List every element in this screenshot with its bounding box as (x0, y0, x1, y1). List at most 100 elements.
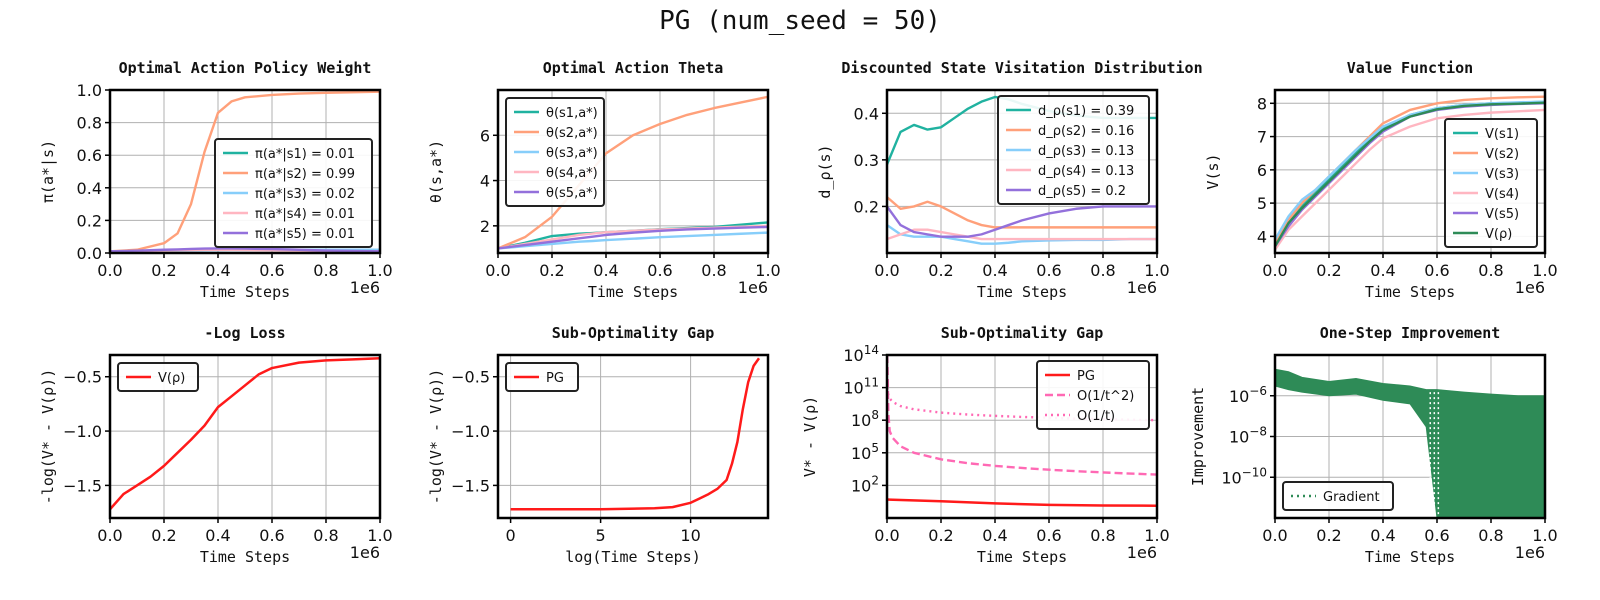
x-tick-label: 0.4 (1370, 261, 1395, 280)
legend-label: V(s3) (1485, 167, 1519, 182)
y-tick-label: −1.0 (451, 422, 490, 441)
plot-lines (110, 90, 380, 253)
plot-lines (1275, 95, 1545, 251)
y-tick-label: 7 (1257, 128, 1267, 147)
x-tick-label: 0.4 (205, 261, 230, 280)
y-tick-label: −1.5 (63, 476, 102, 495)
x-tick-label: 0.6 (259, 261, 284, 280)
x-tick-label: 0.8 (1090, 526, 1115, 545)
y-tick-label: 0.3 (854, 151, 879, 170)
legend-label: V(s4) (1485, 187, 1519, 202)
chart-title: Sub-Optimality Gap (941, 324, 1104, 342)
legend-box (997, 95, 1150, 205)
x-axis-label: Time Steps (200, 283, 290, 301)
y-axis-label: Improvement (1189, 387, 1207, 486)
chart-panel-7: 0.0 0.2 0.4 0.6 0.8 1.0 102 105 108 1011 1014 Sub-O… (801, 324, 1170, 566)
legend-label: V(ρ) (1485, 227, 1512, 242)
x-tick-label: 0.0 (1262, 526, 1287, 545)
legend-label: π(a*|s5) = 0.01 (255, 227, 355, 242)
x-tick-label: 0.2 (539, 261, 564, 280)
legend: V(ρ) (117, 362, 199, 392)
y-tick-label: 4 (1257, 227, 1267, 246)
series-envelope-1 (1275, 368, 1545, 518)
x-tick-label: 1.0 (1532, 526, 1557, 545)
legend-label: d_ρ(s2) = 0.16 (1038, 124, 1134, 139)
x-tick-label: 0.8 (1478, 526, 1503, 545)
y-tick-label: 1.0 (77, 81, 102, 100)
legend: d_ρ(s1) = 0.39 d_ρ(s2) = 0.16 d_ρ(s3) = 0.… (997, 95, 1150, 205)
x-tick-label: 0.4 (205, 526, 230, 545)
chart-panel-2: 0.0 0.2 0.4 0.6 0.8 1.0 2 4 6 Optimal Action Thet… (427, 59, 781, 301)
chart-title: -Log Loss (204, 324, 285, 342)
legend-label: π(a*|s2) = 0.99 (255, 167, 355, 182)
y-axis-label: -log(V* - V(ρ)) (427, 369, 445, 504)
y-tick-label: 10−8 (1229, 425, 1267, 447)
legend-box (214, 138, 373, 248)
chart-title: Value Function (1347, 59, 1473, 77)
legend-label: O(1/t^2) (1077, 389, 1134, 404)
x-offset-label: 1e6 (1127, 278, 1157, 297)
legend-box (505, 362, 579, 392)
plot-lines (110, 357, 380, 511)
y-tick-label: 0.2 (854, 197, 879, 216)
series-line-2 (1275, 95, 1545, 244)
legend: Gradient (1282, 481, 1394, 511)
y-tick-label: 2 (480, 217, 490, 236)
plot-lines (498, 95, 768, 250)
x-tick-label: 0.6 (1424, 526, 1449, 545)
x-tick-label: 0.2 (1316, 261, 1341, 280)
chart-title: One-Step Improvement (1320, 324, 1501, 342)
chart-panel-4: 0.0 0.2 0.4 0.6 0.8 1.0 4 5 6 7 8 Value Function Tim… (1204, 59, 1558, 301)
chart-title: Optimal Action Policy Weight (119, 59, 372, 77)
series-line-1 (510, 357, 761, 511)
x-offset-label: 1e6 (1127, 543, 1157, 562)
legend: PG O(1/t^2) O(1/t) (1036, 360, 1150, 430)
y-tick-label: −1.5 (451, 476, 490, 495)
plot-frame (496, 88, 770, 255)
x-tick-label: 1.0 (367, 526, 392, 545)
plot-lines (510, 357, 761, 511)
y-tick-label: 0.0 (77, 244, 102, 263)
y-tick-label: 0.4 (854, 104, 879, 123)
series-line-2 (887, 355, 1157, 476)
x-tick-label: 0 (506, 526, 516, 545)
legend-label: PG (1077, 369, 1095, 384)
legend-label: θ(s3,a*) (546, 146, 598, 161)
legend-label: θ(s1,a*) (546, 106, 598, 121)
y-tick-label: 1011 (843, 376, 879, 398)
legend-label: θ(s4,a*) (546, 166, 598, 181)
y-tick-label: 4 (480, 172, 490, 191)
plot-frame (885, 353, 1159, 520)
x-tick-label: 0.8 (313, 261, 338, 280)
chart-panel-5: 0.0 0.2 0.4 0.6 0.8 1.0 −1.5 −1.0 −0.5 -Log Loss T… (39, 324, 393, 566)
legend: V(s1) V(s2) V(s3) V(s4) V(s5) V(ρ) (1444, 118, 1538, 248)
x-tick-label: 10 (680, 526, 700, 545)
x-axis-label: Time Steps (977, 548, 1067, 566)
x-tick-label: 0.0 (97, 261, 122, 280)
x-tick-label: 0.2 (928, 261, 953, 280)
y-axis-label: θ(s,a*) (427, 140, 445, 203)
series-line-2 (887, 196, 1157, 229)
plot-frame (1273, 353, 1547, 520)
y-axis-label: -log(V* - V(ρ)) (39, 369, 57, 504)
series-line-3 (887, 387, 1157, 422)
legend: θ(s1,a*) θ(s2,a*) θ(s3,a*) θ(s4,a*) θ(s5,a*) (505, 97, 605, 207)
legend-label: d_ρ(s5) = 0.2 (1038, 184, 1126, 199)
series-line-6 (1275, 101, 1545, 247)
series-line-1 (110, 357, 380, 511)
x-axis-label: Time Steps (588, 283, 678, 301)
x-tick-label: 0.2 (1316, 526, 1341, 545)
y-tick-label: 1014 (843, 343, 879, 365)
x-tick-label: 0.8 (701, 261, 726, 280)
legend-label: V(ρ) (158, 371, 185, 386)
series-line-3 (498, 231, 768, 250)
legend-label: d_ρ(s3) = 0.13 (1038, 144, 1134, 159)
plot-frame (1273, 88, 1547, 255)
x-tick-label: 1.0 (1144, 526, 1169, 545)
x-tick-label: 0.6 (259, 526, 284, 545)
y-tick-label: 108 (851, 408, 879, 430)
x-axis-label: log(Time Steps) (565, 548, 700, 566)
legend-label: π(a*|s1) = 0.01 (255, 147, 355, 162)
plot-lines (1275, 368, 1545, 518)
y-tick-label: −0.5 (63, 368, 102, 387)
